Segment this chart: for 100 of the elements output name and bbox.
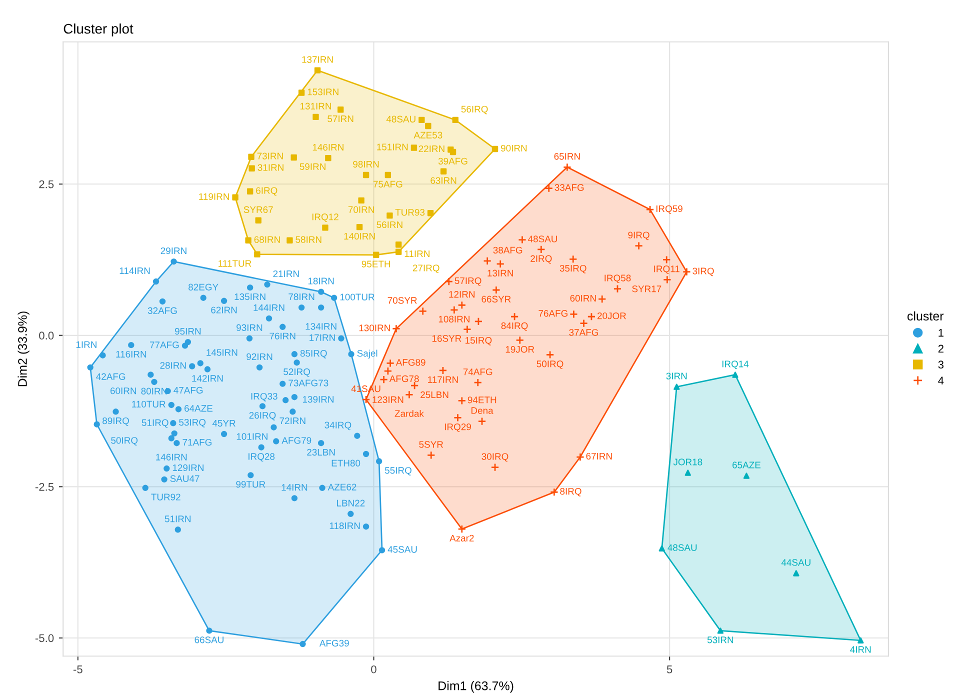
annotation: 20JOR: [597, 312, 626, 320]
point: [362, 395, 370, 404]
annotation: IRQ14: [722, 360, 749, 369]
annotation: 3IRN: [666, 372, 687, 380]
annotation: 32AFG: [148, 307, 177, 314]
annotation: 5SYR: [419, 441, 444, 448]
annotation: 142IRN: [192, 375, 223, 382]
annotation: 33AFG: [554, 184, 584, 191]
annotation: 84IRQ: [501, 322, 528, 331]
annotation: 95ETH: [362, 260, 390, 268]
annotation: 56IRN: [376, 221, 402, 228]
annotation: 27IRQ: [412, 264, 440, 273]
point: [232, 194, 238, 201]
annotation: 145IRN: [206, 349, 238, 356]
point: [743, 472, 750, 479]
point: [248, 154, 254, 160]
annotation: 65IRN: [554, 153, 580, 160]
annotation: 51IRN: [164, 516, 191, 522]
annotation: 95IRN: [175, 328, 201, 335]
y-tick-label: -5.0: [35, 634, 54, 642]
annotation: 146IRN: [156, 454, 187, 460]
annotation: 48SAU: [668, 544, 697, 551]
point: [458, 396, 466, 405]
annotation: 72IRN: [280, 417, 306, 424]
annotation: 44SAU: [781, 559, 810, 566]
annotation: 116IRN: [116, 350, 146, 358]
point: [440, 168, 447, 174]
point: [322, 224, 328, 231]
annotation: 48SAU: [386, 116, 416, 122]
legend-label: 2: [938, 344, 944, 353]
annotation: 37AFG: [569, 329, 598, 336]
annotation: 130IRN: [359, 324, 390, 332]
annotation: 76IRN: [270, 332, 296, 340]
point: [483, 256, 492, 266]
annotation: 55IRQ: [384, 467, 412, 476]
point: [254, 251, 260, 258]
annotation: 89IRQ: [102, 417, 129, 426]
annotation: 73IRN: [257, 152, 283, 160]
annotation: SYR17: [632, 286, 662, 292]
y-tick-label: 0.0: [39, 332, 54, 340]
annotation: 16SYR: [432, 335, 462, 342]
annotation: 42AFG: [96, 373, 126, 380]
point: [372, 252, 380, 258]
annotation: AFG79: [282, 437, 312, 444]
annotation: 82EGY: [188, 284, 218, 290]
annotation: 58IRN: [296, 236, 322, 243]
annotation: 73AFG73: [288, 380, 328, 386]
annotation: SYR67: [244, 206, 273, 213]
point: [298, 90, 305, 96]
annotation: 110TUR: [132, 400, 166, 408]
y-tick-label: 2.5: [39, 180, 54, 188]
annotation: 2IRQ: [530, 255, 552, 264]
x-tick-label: 0: [371, 665, 376, 674]
annotation: 28IRN: [160, 362, 186, 369]
annotation: 131IRN: [300, 102, 331, 110]
annotation: AZE62: [328, 484, 356, 490]
annotation: 76AFG: [538, 310, 568, 317]
annotation: JOR18: [673, 458, 702, 466]
point: [576, 452, 584, 462]
annotation: 153IRN: [308, 88, 338, 96]
point: [478, 417, 486, 426]
annotation: 85IRQ: [300, 350, 327, 358]
point: [492, 146, 498, 152]
point: [462, 325, 472, 334]
x-tick-label: 5: [666, 666, 672, 674]
point: [793, 570, 800, 576]
annotation: LBN22: [336, 500, 365, 506]
annotation: 3IRQ: [692, 268, 714, 276]
point: [562, 162, 572, 172]
point: [658, 545, 665, 552]
annotation: 134IRN: [306, 323, 336, 330]
annotation: AFG78: [389, 375, 419, 382]
point: [358, 197, 364, 204]
annotation: 68IRN: [254, 236, 280, 243]
y-axis-title: Dim2 (33.9%): [18, 312, 30, 386]
point: [684, 470, 691, 476]
point: [410, 144, 418, 151]
annotation: 117IRN: [428, 376, 458, 383]
annotation: 17IRN: [310, 334, 335, 341]
point: [569, 310, 578, 318]
annotation: 47AFG: [174, 386, 203, 394]
annotation: 144IRN: [254, 304, 284, 311]
point: [404, 390, 414, 399]
point: [384, 366, 392, 376]
annotation: 53IRN: [707, 636, 734, 644]
annotation: 63IRN: [430, 177, 456, 184]
annotation: IRQ29: [444, 423, 471, 432]
point: [516, 336, 524, 344]
annotation: IRQ58: [604, 274, 631, 284]
point: [634, 242, 644, 250]
point: [732, 372, 738, 378]
annotation: 60IRN: [110, 387, 136, 394]
annotation: 151IRN: [377, 144, 408, 150]
annotation: 94ETH: [468, 396, 496, 404]
annotation: 70IRN: [348, 206, 374, 213]
annotation: 78IRN: [288, 293, 314, 300]
legend-title: cluster: [907, 311, 944, 321]
annotation: 119IRN: [199, 193, 229, 200]
point: [248, 165, 255, 172]
annotation: 9IRQ: [628, 232, 650, 240]
